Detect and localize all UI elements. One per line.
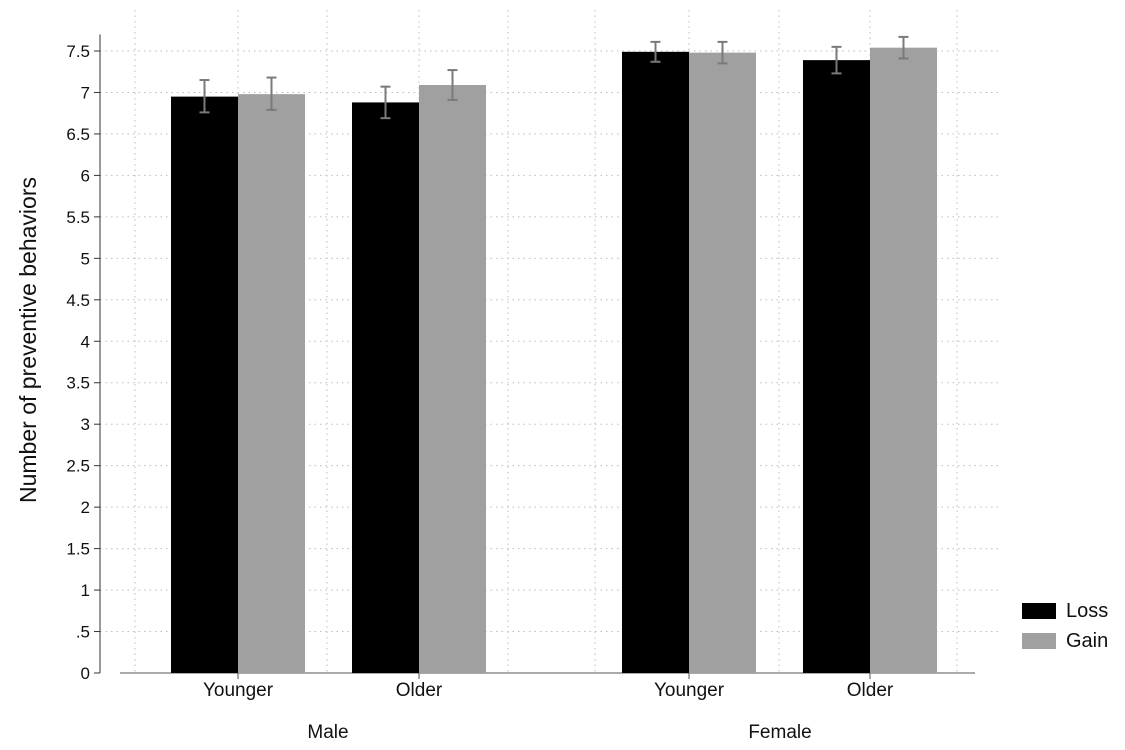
legend-swatch-loss (1022, 603, 1056, 619)
bar-loss-2 (622, 51, 689, 673)
legend-swatch-gain (1022, 633, 1056, 649)
x-category-label-3: Older (847, 680, 894, 701)
bar-loss-0 (171, 96, 238, 673)
y-tick-label-11: 5.5 (66, 208, 90, 227)
y-tick-label-6: 3 (81, 415, 90, 434)
x-category-label-0: Younger (203, 680, 274, 701)
y-tick-label-13: 6.5 (66, 125, 90, 144)
y-tick-label-8: 4 (81, 332, 90, 351)
x-group-label-1: Female (748, 722, 811, 743)
bar-gain-2 (689, 52, 756, 673)
y-axis-title: Number of preventive behaviors (15, 177, 41, 503)
bar-gain-1 (419, 85, 486, 673)
x-group-label-0: Male (307, 722, 348, 743)
x-category-label-2: Younger (654, 680, 725, 701)
y-tick-label-0: 0 (81, 664, 90, 683)
bar-loss-1 (352, 102, 419, 674)
bar-loss-3 (803, 60, 870, 673)
bar-gain-0 (238, 94, 305, 673)
bar-gain-3 (870, 47, 937, 673)
legend-label-loss: Loss (1066, 599, 1109, 622)
y-tick-label-1: .5 (76, 623, 90, 642)
legend: Loss Gain (1022, 596, 1122, 656)
y-tick-label-10: 5 (81, 249, 90, 268)
legend-item-gain: Gain (1022, 626, 1122, 656)
legend-item-loss: Loss (1022, 596, 1122, 626)
y-tick-label-14: 7 (81, 83, 90, 102)
y-tick-label-7: 3.5 (66, 374, 90, 393)
y-tick-label-12: 6 (81, 166, 90, 185)
legend-label-gain: Gain (1066, 629, 1109, 652)
y-tick-label-3: 1.5 (66, 540, 90, 559)
y-tick-label-9: 4.5 (66, 291, 90, 310)
y-tick-label-5: 2.5 (66, 457, 90, 476)
x-category-label-1: Older (396, 680, 443, 701)
y-tick-label-15: 7.5 (66, 42, 90, 61)
y-tick-label-4: 2 (81, 498, 90, 517)
y-tick-label-2: 1 (81, 581, 90, 600)
